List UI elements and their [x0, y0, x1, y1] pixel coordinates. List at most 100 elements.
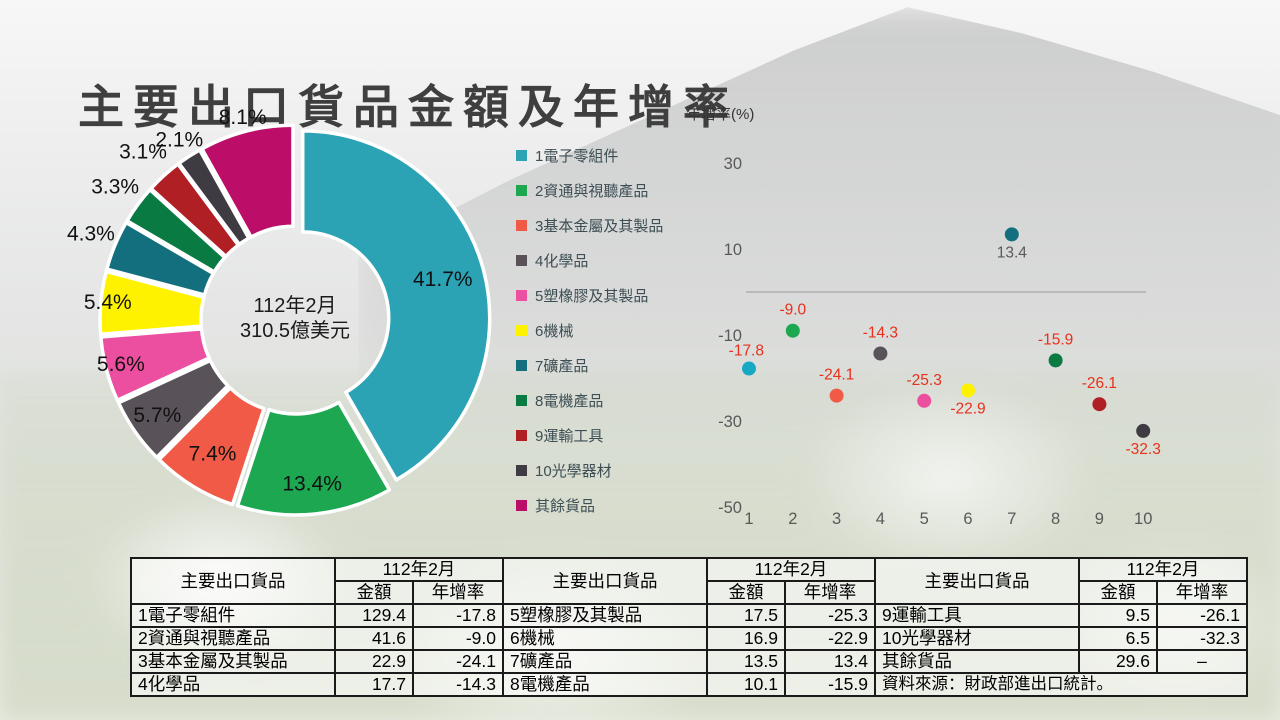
amount-cell: 41.6 — [334, 626, 414, 651]
legend-item: 8電機產品 — [516, 383, 663, 418]
scatter-point-label: -22.9 — [950, 400, 985, 417]
scatter-point-label: -26.1 — [1082, 375, 1117, 392]
page-title: 主要出口貨品金額及年增率 — [78, 80, 738, 133]
donut-slice-label: 41.7% — [413, 268, 473, 291]
amount-cell: 29.6 — [1078, 649, 1158, 674]
y-axis-tick: -30 — [718, 413, 742, 431]
donut-slice — [235, 400, 392, 517]
table-header-amount: 金額 — [334, 580, 414, 605]
export-table-1: 主要出口貨品 112年2月 金額 年增率 1電子零組件 129.4 -17.8 2資通與視聽產… — [130, 557, 504, 697]
amount-cell: 9.5 — [1078, 603, 1158, 628]
legend-swatch-icon — [516, 325, 527, 336]
donut-slice-label: 5.6% — [97, 353, 145, 376]
yoy-cell: -22.9 — [784, 626, 876, 651]
legend-item: 10光學器材 — [516, 453, 663, 488]
legend-item: 7礦產品 — [516, 348, 663, 383]
product-cell: 其餘貨品 — [874, 649, 1080, 674]
product-cell: 1電子零組件 — [130, 603, 336, 628]
donut-svg: 41.7% 13.4% 7.4% 5.7% 5.6% 5.4% 4.3% 3.3% 3.1%2.… — [67, 106, 492, 517]
donut-slice-label: 3.3% — [91, 176, 139, 199]
legend-item: 3基本金屬及其製品 — [516, 208, 663, 243]
y-axis-tick: -50 — [718, 499, 742, 517]
scatter-point — [917, 393, 932, 408]
x-axis-tick: 6 — [963, 510, 972, 528]
table-row: 其餘貨品 29.6– — [874, 649, 1248, 674]
table-row: 3基本金屬及其製品 22.9 -24.1 — [130, 649, 504, 674]
product-cell: 10光學器材 — [874, 626, 1080, 651]
scatter-svg: 30 10 -10 -30 -501 2 3 4 5 6 7 8 9 10 -17.8 -9.0 -24.1 -1… — [718, 155, 1161, 528]
legend-item: 1電子零組件 — [516, 138, 663, 173]
legend-label: 3基本金屬及其製品 — [535, 218, 664, 235]
product-cell: 3基本金屬及其製品 — [130, 649, 336, 674]
legend-swatch-icon — [516, 255, 527, 266]
amount-cell: 16.9 — [706, 626, 786, 651]
table-row: 資料來源：財政部進出口統計。 — [874, 672, 1248, 697]
scatter-point — [961, 383, 975, 398]
table-header-yoy: 年增率 — [1156, 580, 1248, 605]
scatter-chart: 30 10 -10 -30 -50 1 2 3 4 5 6 7 8 9 10 -17.8 -9.0 -24.1 -1… — [680, 100, 1200, 545]
amount-cell: 10.1 — [706, 672, 786, 697]
scatter-point — [1092, 397, 1107, 412]
x-axis-tick: 2 — [788, 510, 797, 528]
legend-item: 2資通與視聽產品 — [516, 173, 663, 208]
scatter-point-label: -15.9 — [1038, 331, 1073, 348]
yoy-cell: -25.3 — [784, 603, 876, 628]
table-row: 2資通與視聽產品 41.6 -9.0 — [130, 626, 504, 651]
scatter-point — [1048, 353, 1063, 368]
scatter-point-label: -25.3 — [907, 372, 942, 389]
donut-slice — [300, 129, 492, 482]
legend-label: 1電子零組件 — [535, 148, 619, 165]
scatter-point-label: 13.4 — [997, 244, 1028, 261]
table-row: 6機械 16.9 -22.9 — [502, 626, 876, 651]
yoy-cell: – — [1156, 649, 1248, 674]
x-axis-tick: 10 — [1134, 510, 1152, 528]
x-axis-tick: 5 — [920, 510, 929, 528]
scatter-point-label: -24.1 — [819, 367, 854, 384]
donut-slice — [157, 386, 266, 507]
legend-label: 4化學品 — [535, 253, 589, 270]
table-header-period: 112年2月 — [334, 557, 504, 582]
scatter-point — [742, 361, 756, 376]
legend-label: 10光學器材 — [535, 463, 612, 480]
yoy-cell: -9.0 — [412, 626, 504, 651]
legend-swatch-icon — [516, 220, 527, 231]
legend-label: 2資通與視聽產品 — [535, 183, 649, 200]
yoy-cell: -14.3 — [412, 672, 504, 697]
yoy-cell: -15.9 — [784, 672, 876, 697]
donut-slice-label: 7.4% — [189, 442, 237, 465]
donut-slice — [116, 358, 230, 460]
table-header-amount: 金額 — [706, 580, 786, 605]
legend-label: 9運輸工具 — [535, 428, 604, 445]
donut-slice-label: 5.7% — [133, 404, 181, 427]
scatter-y-axis-title: 年增率(%) — [686, 106, 755, 123]
donut-slice — [105, 220, 216, 297]
x-axis-tick: 3 — [832, 510, 841, 528]
donut-slice-label: 2.1% — [155, 129, 203, 152]
export-tables: 主要出口貨品 112年2月 金額 年增率 1電子零組件 129.4 -17.8 2資通與視聽產… — [130, 557, 1248, 697]
legend-label: 5塑橡膠及其製品 — [535, 288, 649, 305]
table-row: 10光學器材 6.5 -32.3 — [874, 626, 1248, 651]
y-axis-tick: 10 — [724, 241, 742, 259]
donut-slice-label: 8.1% — [219, 106, 267, 129]
donut-slice — [98, 269, 206, 336]
yoy-cell: -26.1 — [1156, 603, 1248, 628]
donut-chart: 41.7% 13.4% 7.4% 5.7% 5.6% 5.4% 4.3% 3.3% 3.1% 2.… — [50, 95, 550, 545]
export-table-2: 主要出口貨品 112年2月 金額 年增率 5塑橡膠及其製品 17.5 -25.3 6機械 16.… — [502, 557, 876, 697]
scatter-point-label: -14.3 — [863, 324, 898, 341]
legend-swatch-icon — [516, 185, 527, 196]
table-row: 9運輸工具 9.5 -26.1 — [874, 603, 1248, 628]
yoy-cell: -17.8 — [412, 603, 504, 628]
yoy-cell: -32.3 — [1156, 626, 1248, 651]
legend-label: 其餘貨品 — [535, 498, 596, 515]
amount-cell: 13.5 — [706, 649, 786, 674]
legend-swatch-icon — [516, 500, 527, 511]
x-axis-tick: 4 — [876, 510, 885, 528]
amount-cell: 17.5 — [706, 603, 786, 628]
donut-slice — [99, 327, 211, 402]
table-header-period: 112年2月 — [706, 557, 876, 582]
y-axis-tick: 30 — [724, 155, 742, 173]
amount-cell: 129.4 — [334, 603, 414, 628]
legend-item: 5塑橡膠及其製品 — [516, 278, 663, 313]
scatter-point — [1004, 227, 1019, 242]
